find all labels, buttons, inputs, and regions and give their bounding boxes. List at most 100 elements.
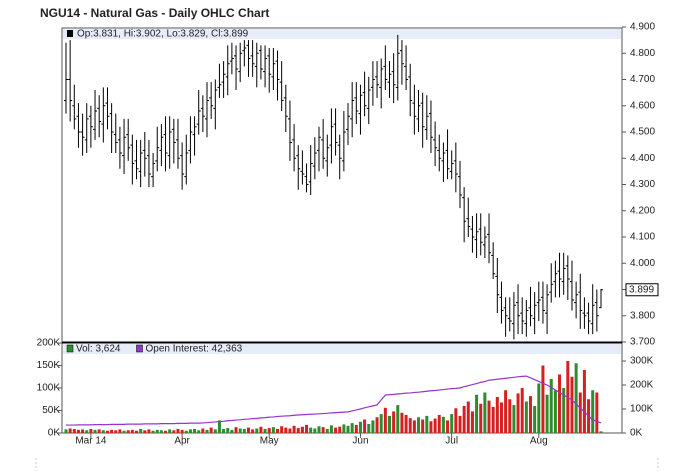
volume-bar — [168, 429, 172, 433]
volume-bar — [396, 405, 400, 433]
volume-bar — [545, 394, 549, 433]
y2-tick-label: 300K — [630, 356, 654, 367]
y-tick-label: 4.300 — [630, 179, 655, 190]
y-tick-label: 4.000 — [630, 258, 655, 269]
volume-bar — [537, 383, 541, 433]
volume-bar — [354, 424, 358, 433]
volume-bar — [68, 428, 72, 433]
volume-bar — [450, 414, 454, 433]
volume-bar — [553, 390, 557, 433]
volume-bar — [363, 419, 367, 433]
volume-bar — [338, 426, 342, 433]
volume-bar — [180, 429, 184, 433]
y-tick-label: 4.500 — [630, 127, 655, 138]
volume-bar — [72, 428, 76, 433]
x-tick-label: May — [260, 436, 279, 447]
volume-bar — [433, 418, 437, 433]
legend-strip — [63, 29, 621, 39]
volume-bar — [89, 428, 93, 433]
volume-bar — [578, 392, 582, 433]
volume-bar — [197, 430, 201, 433]
volume-bar — [367, 424, 371, 433]
volume-bar — [524, 401, 528, 433]
volume-bar — [193, 428, 197, 433]
volume-bar — [184, 430, 188, 433]
legend-swatch — [67, 30, 73, 37]
x-tick-label: Aug — [530, 436, 548, 447]
volume-bar — [528, 396, 532, 433]
volume-bar — [159, 430, 163, 433]
volume-bar — [483, 392, 487, 433]
volume-bar — [495, 397, 499, 433]
volume-bar — [313, 428, 317, 433]
volume-bar — [280, 426, 284, 433]
volume-bar — [267, 428, 271, 433]
volume-bar — [533, 406, 537, 433]
volume-bar — [425, 415, 429, 433]
volume-bar — [441, 416, 445, 433]
y-tick-label: 50K — [42, 405, 60, 416]
volume-bar — [508, 399, 512, 433]
volume-bar — [263, 428, 267, 433]
volume-bar — [288, 428, 292, 433]
volume-bar — [296, 428, 300, 433]
volume-bar — [470, 411, 474, 433]
volume-bar — [599, 431, 603, 433]
y-tick-label: 0K — [48, 428, 61, 439]
volume-bar — [329, 425, 333, 433]
volume-bar — [81, 429, 85, 433]
y2-tick-label: 100K — [630, 404, 654, 415]
volume-bar — [126, 430, 130, 433]
legend-label: Open Interest: 42,363 — [145, 344, 242, 355]
volume-bar — [143, 430, 147, 433]
volume-bar — [151, 430, 155, 433]
chart-title: NGU14 - Natural Gas - Daily OHLC Chart — [40, 6, 269, 20]
volume-bar — [574, 363, 578, 433]
last-price-label: 3.899 — [629, 284, 654, 295]
volume-bar — [205, 429, 209, 433]
y-tick-label: 200K — [37, 338, 61, 349]
volume-bar — [499, 402, 503, 433]
last-price-box — [625, 283, 659, 297]
volume-bar — [135, 430, 139, 433]
x-tick-label: Jun — [352, 436, 368, 447]
volume-bar — [130, 429, 134, 433]
volume-bar — [188, 429, 192, 433]
volume-bar — [417, 417, 421, 433]
volume-bar — [404, 415, 408, 433]
volume-bar — [110, 429, 114, 433]
volume-bar — [541, 365, 545, 433]
volume-bar — [582, 370, 586, 433]
volume-bar — [408, 418, 412, 433]
volume-bar — [300, 426, 304, 433]
volume-bar — [105, 430, 109, 433]
volume-bar — [504, 390, 508, 433]
ohlc-legend: Op:3.831, Hi:3.902, Lo:3.829, Cl:3.899 — [77, 29, 249, 40]
y-tick-label: 4.800 — [630, 48, 655, 59]
volume-bar — [64, 429, 68, 433]
volume-bar — [234, 427, 238, 433]
volume-bar — [334, 427, 338, 433]
plot-frame — [61, 27, 623, 434]
volume-bar — [558, 374, 562, 433]
volume-bar — [209, 427, 213, 433]
volume-bar — [350, 423, 354, 433]
volume-bar — [437, 415, 441, 433]
volume-bar — [217, 420, 221, 433]
volume-bar — [309, 427, 313, 433]
volume-bar — [164, 430, 168, 433]
volume-bar — [255, 428, 259, 433]
volume-bar — [462, 406, 466, 433]
volume-bar — [387, 415, 391, 433]
volume-bar — [238, 428, 242, 433]
y-tick-label: 4.600 — [630, 100, 655, 111]
y-tick-label: 3.800 — [630, 310, 655, 321]
volume-bar — [246, 427, 250, 433]
x-tick-label: Mar 14 — [75, 436, 107, 447]
volume-bar — [85, 430, 89, 433]
volume-bar — [342, 424, 346, 433]
open-interest-line — [66, 375, 602, 426]
legend-strip — [63, 344, 621, 354]
